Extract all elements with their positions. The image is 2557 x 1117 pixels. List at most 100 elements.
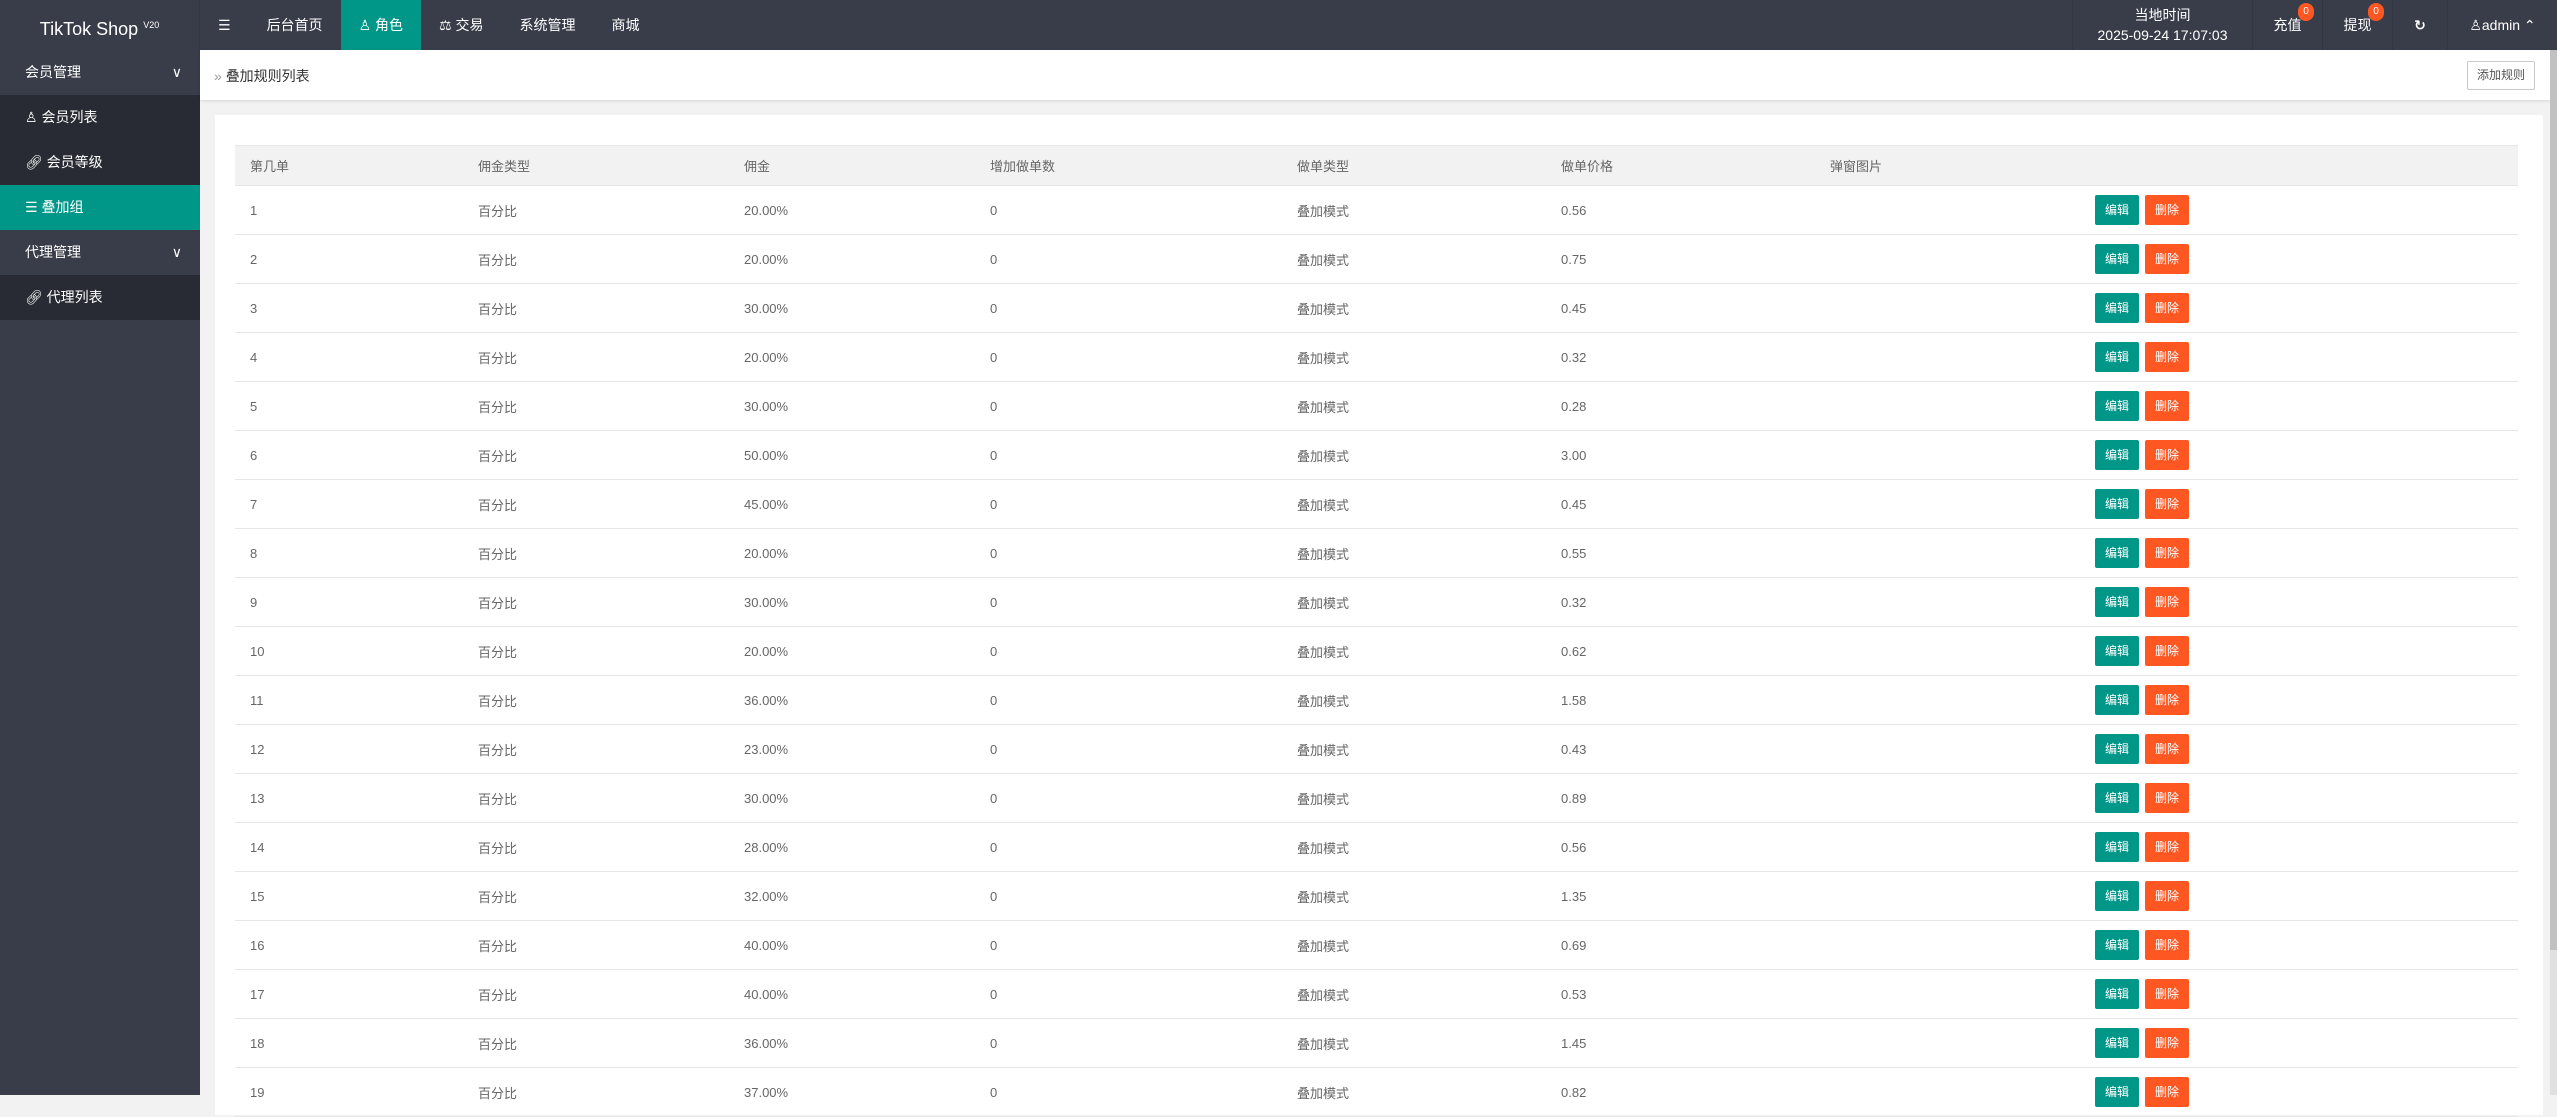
top-nav: ☰ 后台首页 ♙ 角色 ⚖ 交易 系统管理 商城 [200, 0, 657, 50]
edit-button[interactable]: 编辑 [2095, 1077, 2139, 1107]
edit-button[interactable]: 编辑 [2095, 538, 2139, 568]
delete-button[interactable]: 删除 [2145, 685, 2189, 715]
popup-image-cell [1815, 773, 2080, 823]
table-cell: 36.00% [729, 675, 975, 725]
table-row: 17 百分比 40.00% 0 叠加模式 0.53 编辑 删除 [235, 969, 2518, 1019]
edit-button[interactable]: 编辑 [2095, 489, 2139, 519]
delete-button[interactable]: 删除 [2145, 244, 2189, 274]
delete-button[interactable]: 删除 [2145, 342, 2189, 372]
delete-button[interactable]: 删除 [2145, 783, 2189, 813]
delete-button[interactable]: 删除 [2145, 636, 2189, 666]
table-cell: 叠加模式 [1282, 185, 1546, 235]
table-cell: 0 [975, 626, 1282, 676]
table-row: 9 百分比 30.00% 0 叠加模式 0.32 编辑 删除 [235, 577, 2518, 627]
edit-button[interactable]: 编辑 [2095, 293, 2139, 323]
edit-button[interactable]: 编辑 [2095, 195, 2139, 225]
table-cell: 叠加模式 [1282, 920, 1546, 970]
column-header [2080, 145, 2518, 186]
sidebar-item-member-list[interactable]: ♙ 会员列表 [0, 95, 200, 140]
delete-button[interactable]: 删除 [2145, 734, 2189, 764]
sidebar: 会员管理 ∨ ♙ 会员列表 🔗︎ 会员等级 ☰ 叠加组 代理管理 ∨ 🔗︎ 代理列表 [0, 50, 200, 1095]
nav-home[interactable]: 后台首页 [266, 17, 323, 33]
table-cell: 10 [235, 626, 463, 676]
rules-table: 第几单 佣金类型 佣金 增加做单数 做单类型 做单价格 弹窗图片 1 百分比 20.00% 0 叠加… [235, 145, 2518, 1117]
nav-mall[interactable]: 商城 [611, 17, 640, 33]
table-cell: 叠加模式 [1282, 577, 1546, 627]
table-cell: 5 [235, 381, 463, 431]
edit-button[interactable]: 编辑 [2095, 244, 2139, 274]
table-cell: 0.28 [1546, 381, 1815, 431]
actions-cell: 编辑 删除 [2080, 577, 2518, 627]
table-row: 16 百分比 40.00% 0 叠加模式 0.69 编辑 删除 [235, 920, 2518, 970]
delete-button[interactable]: 删除 [2145, 538, 2189, 568]
add-rule-button[interactable]: 添加规则 [2466, 61, 2535, 90]
delete-button[interactable]: 删除 [2145, 440, 2189, 470]
actions-cell: 编辑 删除 [2080, 675, 2518, 725]
edit-button[interactable]: 编辑 [2095, 930, 2139, 960]
delete-button[interactable]: 删除 [2145, 391, 2189, 421]
nav-system[interactable]: 系统管理 [519, 17, 576, 33]
delete-button[interactable]: 删除 [2145, 1028, 2189, 1058]
delete-button[interactable]: 删除 [2145, 195, 2189, 225]
table-row: 5 百分比 30.00% 0 叠加模式 0.28 编辑 删除 [235, 381, 2518, 431]
edit-button[interactable]: 编辑 [2095, 734, 2139, 764]
sidebar-group-members[interactable]: 会员管理 ∨ [0, 50, 200, 95]
table-cell: 叠加模式 [1282, 675, 1546, 725]
edit-button[interactable]: 编辑 [2095, 832, 2139, 862]
edit-button[interactable]: 编辑 [2095, 587, 2139, 617]
column-header: 弹窗图片 [1815, 145, 2080, 186]
delete-button[interactable]: 删除 [2145, 979, 2189, 1009]
delete-button[interactable]: 删除 [2145, 587, 2189, 617]
table-cell: 0.55 [1546, 528, 1815, 578]
table-cell: 37.00% [729, 1067, 975, 1117]
sidebar-item-stack-group[interactable]: ☰ 叠加组 [0, 185, 200, 230]
delete-button[interactable]: 删除 [2145, 1077, 2189, 1107]
withdraw-button[interactable]: 提现 0 [2322, 0, 2392, 50]
table-cell: 百分比 [463, 430, 729, 480]
delete-button[interactable]: 删除 [2145, 881, 2189, 911]
table-cell: 20.00% [729, 332, 975, 382]
sidebar-item-agent-list[interactable]: 🔗︎ 代理列表 [0, 275, 200, 320]
edit-button[interactable]: 编辑 [2095, 636, 2139, 666]
edit-button[interactable]: 编辑 [2095, 440, 2139, 470]
edit-button[interactable]: 编辑 [2095, 342, 2139, 372]
table-cell: 百分比 [463, 332, 729, 382]
edit-button[interactable]: 编辑 [2095, 979, 2139, 1009]
delete-button[interactable]: 删除 [2145, 293, 2189, 323]
popup-image-cell [1815, 871, 2080, 921]
nav-role[interactable]: ♙ 角色 [340, 0, 422, 50]
scrollbar-thumb[interactable] [2550, 50, 2557, 950]
recharge-badge: 0 [2298, 3, 2314, 21]
table-cell: 0.53 [1546, 969, 1815, 1019]
table-cell: 叠加模式 [1282, 724, 1546, 774]
table-cell: 30.00% [729, 773, 975, 823]
edit-button[interactable]: 编辑 [2095, 391, 2139, 421]
edit-button[interactable]: 编辑 [2095, 1028, 2139, 1058]
actions-cell: 编辑 删除 [2080, 822, 2518, 872]
popup-image-cell [1815, 920, 2080, 970]
edit-button[interactable]: 编辑 [2095, 881, 2139, 911]
recharge-button[interactable]: 充值 0 [2252, 0, 2322, 50]
table-row: 15 百分比 32.00% 0 叠加模式 1.35 编辑 删除 [235, 871, 2518, 921]
nav-trade[interactable]: ⚖ 交易 [439, 17, 484, 33]
scrollbar[interactable] [2550, 50, 2557, 1095]
edit-button[interactable]: 编辑 [2095, 783, 2139, 813]
edit-button[interactable]: 编辑 [2095, 685, 2139, 715]
sidebar-item-member-level[interactable]: 🔗︎ 会员等级 [0, 140, 200, 185]
delete-button[interactable]: 删除 [2145, 489, 2189, 519]
table-row: 2 百分比 20.00% 0 叠加模式 0.75 编辑 删除 [235, 234, 2518, 284]
user-menu[interactable]: ♙ admin ⌃ [2447, 0, 2557, 50]
table-cell: 1.58 [1546, 675, 1815, 725]
refresh-button[interactable]: ↻ [2392, 0, 2447, 50]
menu-toggle-button[interactable]: ☰ [200, 0, 249, 50]
table-cell: 0 [975, 773, 1282, 823]
scale-icon: ⚖ [439, 17, 456, 33]
top-bar: TikTok Shop V20 ☰ 后台首页 ♙ 角色 ⚖ 交易 系统管理 商城… [0, 0, 2557, 50]
table-cell: 30.00% [729, 283, 975, 333]
withdraw-badge: 0 [2368, 3, 2384, 21]
sidebar-group-agents[interactable]: 代理管理 ∨ [0, 230, 200, 275]
delete-button[interactable]: 删除 [2145, 832, 2189, 862]
logo[interactable]: TikTok Shop V20 [0, 0, 200, 50]
double-chevron-icon: » [214, 68, 226, 84]
delete-button[interactable]: 删除 [2145, 930, 2189, 960]
